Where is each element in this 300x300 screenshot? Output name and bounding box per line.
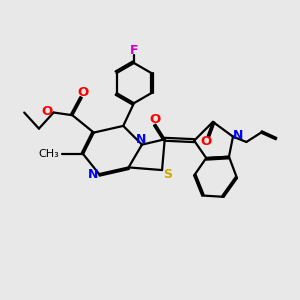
Text: O: O <box>150 113 161 126</box>
Text: N: N <box>135 133 146 146</box>
Text: O: O <box>201 136 212 148</box>
Text: O: O <box>41 105 52 118</box>
Text: N: N <box>232 129 243 142</box>
Text: N: N <box>88 168 98 181</box>
Text: CH₃: CH₃ <box>39 149 59 159</box>
Text: O: O <box>77 86 89 99</box>
Text: S: S <box>164 168 172 181</box>
Text: F: F <box>130 44 138 58</box>
